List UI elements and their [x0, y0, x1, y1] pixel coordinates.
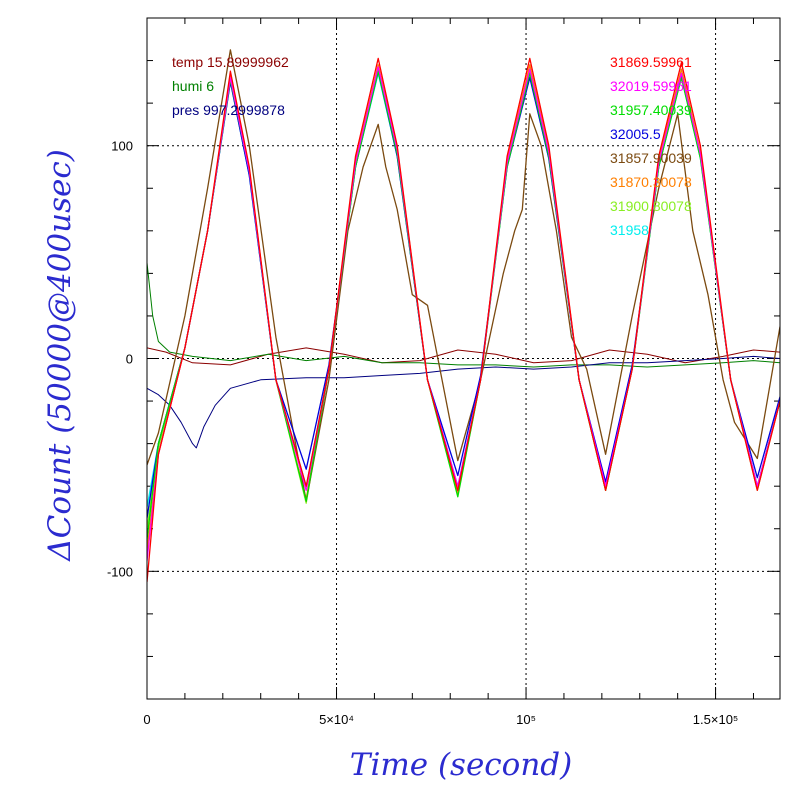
x-tick-label: 1.5×10⁵: [693, 712, 739, 727]
legend-env-entry: temp 15.89999962: [172, 54, 289, 70]
legend-env-entry: pres 997.2999878: [172, 102, 285, 118]
legend-series-entry: 31958: [610, 222, 649, 238]
series-line-pres: [147, 355, 780, 449]
x-tick-label: 0: [143, 712, 150, 727]
legend-series-entry: 31869.59961: [610, 54, 692, 70]
series-lines: [147, 49, 780, 583]
x-axis-title: Time (second): [350, 747, 572, 783]
series-line-32019-59961: [147, 66, 780, 561]
legend-series-entry: 31870.30078: [610, 174, 692, 190]
y-tick-label: 100: [111, 139, 133, 154]
tick-labels: 0 5×10⁴ 10⁵ 1.5×10⁵ -100 0 100: [107, 139, 738, 727]
series-line-31869-59961: [147, 57, 780, 583]
y-tick-label: -100: [107, 564, 133, 579]
legend-series-entry: 31957.40039: [610, 102, 692, 118]
legend-series-entry: 31857.90039: [610, 150, 692, 166]
legend-series-entry: 32019.59961: [610, 78, 692, 94]
series-line-humi: [147, 262, 780, 368]
legend: temp 15.89999962 humi 6 pres 997.2999878 31…: [172, 54, 692, 238]
x-tick-label: 5×10⁴: [319, 712, 354, 727]
y-axis-title: ΔCount (50000@400usec): [42, 149, 78, 562]
plot-frame: [146, 17, 781, 700]
series-line-temp: [147, 347, 780, 366]
series-line-31857-90039: [147, 49, 780, 502]
legend-series-entry: 32005.5: [610, 126, 661, 142]
legend-env-entry: humi 6: [172, 78, 214, 94]
legend-series-entry: 31900.80078: [610, 198, 692, 214]
y-tick-label: 0: [126, 352, 133, 367]
x-tick-label: 10⁵: [516, 712, 536, 727]
